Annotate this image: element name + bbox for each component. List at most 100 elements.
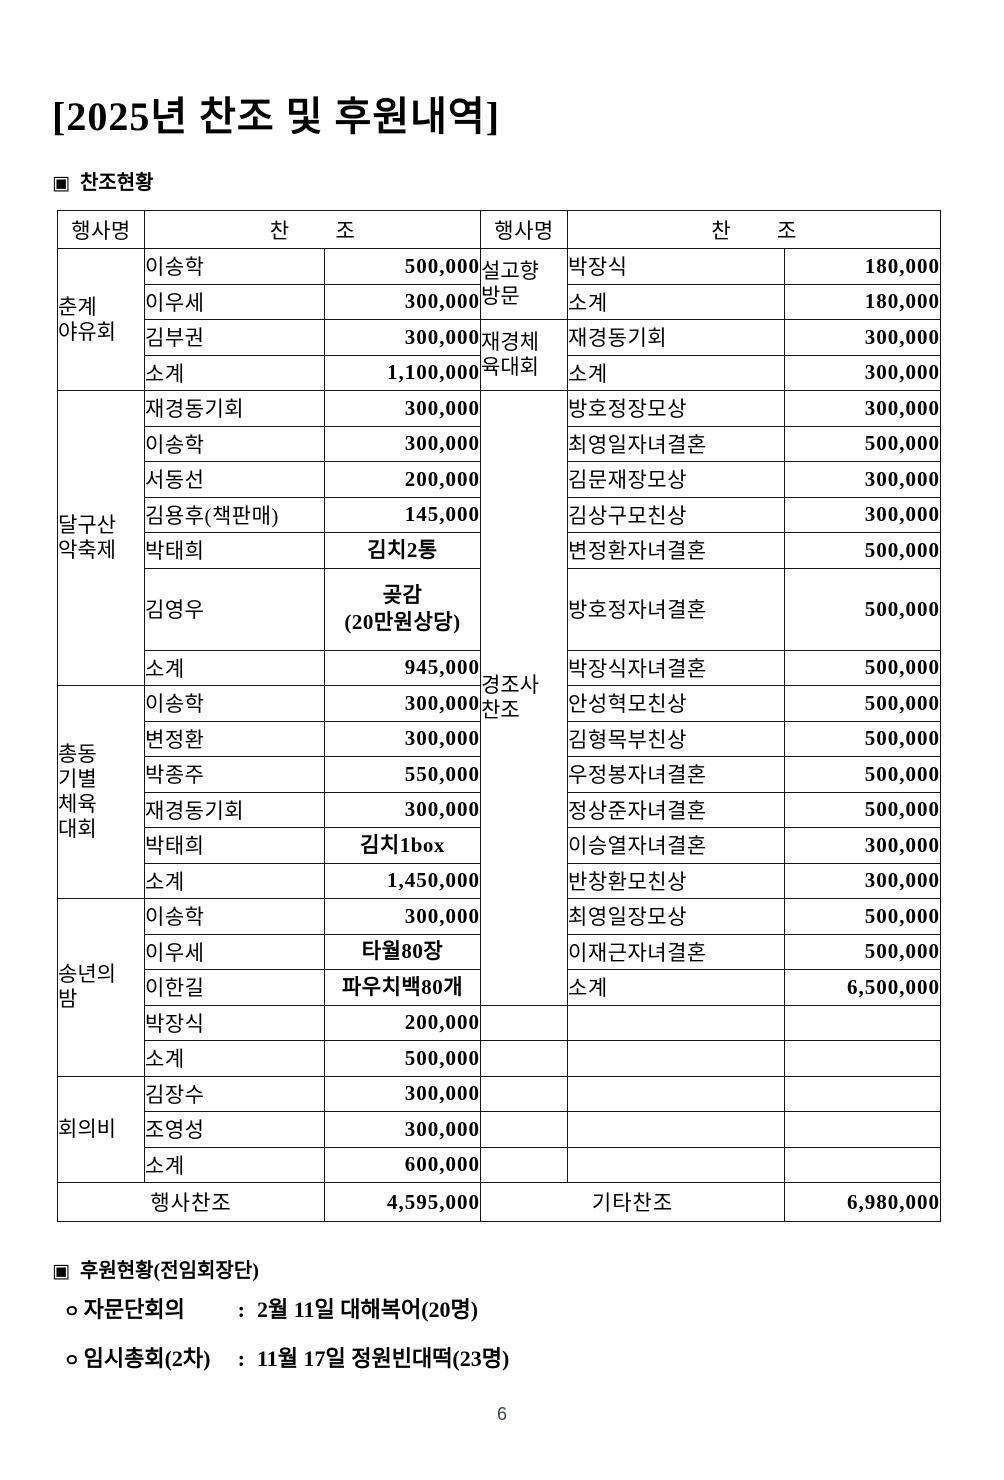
support-line-advisory: ㅇ 자문단회의 : 2월 11일 대해복어(20명) (64, 1292, 509, 1324)
sponsor-name-cell (567, 1040, 786, 1077)
sponsor-value-cell: 300,000 (323, 1111, 482, 1148)
sponsor-value-cell (784, 1146, 942, 1183)
table-row: 서동선 200,000 김문재장모상 300,000 (58, 461, 942, 498)
sponsor-value-cell: 500,000 (784, 720, 942, 757)
sponsor-value-cell: 180,000 (784, 283, 942, 320)
sponsor-name-cell: 우정봉자녀결혼 (567, 756, 786, 793)
support-line-detail: 11월 17일 정원빈대떡(23명) (256, 1346, 510, 1371)
table-row: 김영우 곶감 (20만원상당) 방호정자녀결혼 500,000 (58, 567, 942, 651)
square-bullet-icon: ▣ (52, 1261, 70, 1282)
sponsor-name-cell: 이우세 (144, 933, 325, 970)
support-line-colon: : (237, 1346, 245, 1371)
sponsor-name-cell (567, 1075, 786, 1112)
table-row: 김용후(책판매) 145,000 김상구모친상 300,000 (58, 496, 942, 533)
sponsor-name-cell (567, 1111, 786, 1148)
sponsor-section-title: 찬조현황 (79, 172, 154, 194)
sponsor-name-cell: 이우세 (144, 283, 325, 320)
circle-bullet-icon: ㅇ (64, 1351, 80, 1370)
sponsor-name-cell (567, 1146, 786, 1183)
sponsor-name-cell: 방호정장모상 (567, 390, 786, 427)
sponsor-name-cell: 소계 (144, 1146, 325, 1183)
sponsor-value-cell: 500,000 (784, 756, 942, 793)
sponsor-name-cell: 김문재장모상 (567, 461, 786, 498)
page-number: 6 (496, 1404, 507, 1424)
column-header-sponsor-left: 찬 조 (143, 210, 482, 249)
event-total-label: 행사찬조 (57, 1182, 325, 1222)
sponsor-value-cell: 타월80장 (323, 933, 482, 970)
sponsor-name-cell: 소계 (144, 649, 325, 686)
sponsor-name-cell: 이송학 (144, 425, 325, 462)
sponsor-name-cell: 반창환모친상 (567, 862, 786, 899)
sponsor-value-cell: 6,500,000 (784, 969, 942, 1006)
sponsor-name-cell: 재경동기회 (144, 791, 325, 828)
table-row: 이송학 300,000 최영일자녀결혼 500,000 (58, 425, 942, 462)
sponsor-value-cell: 300,000 (323, 390, 482, 427)
table-row: 소계 945,000 박장식자녀결혼 500,000 (58, 649, 942, 686)
sponsor-value-cell: 200,000 (323, 461, 482, 498)
table-row: 춘계 야유회 이송학 500,000 설고향 방문 박장식 180,000 (57, 248, 942, 391)
column-header-event-right: 행사명 (480, 210, 569, 249)
sponsor-name-cell: 방호정자녀결혼 (567, 567, 786, 651)
sponsor-value-cell: 300,000 (323, 720, 482, 757)
support-line-colon: : (237, 1297, 245, 1322)
sponsor-value-cell: 200,000 (323, 1004, 482, 1041)
sponsor-value-cell: 500,000 (784, 425, 942, 462)
table-row: 박태희 김치2통 변정환자녀결혼 500,000 (58, 532, 942, 569)
support-section-title: 후원현황(전임회장단) (79, 1260, 259, 1282)
sponsor-value-cell: 500,000 (784, 649, 942, 686)
sponsor-value-cell: 300,000 (784, 461, 942, 498)
sponsor-value-cell (784, 1004, 942, 1041)
support-line-detail: 2월 11일 대해복어(20명) (256, 1297, 479, 1322)
support-section-heading: ▣ 후원현황(전임회장단) (52, 1254, 259, 1283)
page-title: [2025년 찬조 및 후원내역] (52, 94, 501, 139)
table-row: 이한길 파우치백80개 소계 6,500,000 (58, 969, 942, 1006)
sponsor-value-cell: 파우치백80개 (323, 969, 482, 1006)
sponsor-value-cell: 300,000 (784, 319, 942, 356)
sponsor-name-cell: 정상준자녀결혼 (567, 791, 786, 828)
table-row: 총동 기별 체육 대회 이송학 300,000 안성혁모친상 500,000 (57, 685, 942, 899)
event-total-amount: 4,595,000 (323, 1182, 482, 1222)
table-row: 변정환 300,000 김형목부친상 500,000 (58, 720, 942, 757)
sponsor-value-cell: 300,000 (323, 283, 482, 320)
table-row: 조영성 300,000 (58, 1111, 942, 1148)
event-group-label: 설고향 방문 (480, 248, 569, 320)
sponsor-name-cell: 김형목부친상 (567, 720, 786, 757)
table-row: 달구산 악축제 재경동기회 300,000 경조사 찬조 방호정장모상 300,000 (57, 390, 942, 1006)
sponsor-value-cell: 500,000 (784, 933, 942, 970)
event-group-label: 달구산 악축제 (57, 390, 145, 686)
sponsor-name-cell: 박종주 (144, 756, 325, 793)
sponsor-name-cell: 이재근자녀결혼 (567, 933, 786, 970)
event-group-label: 회의비 (57, 1075, 145, 1183)
sponsor-name-cell: 이한길 (144, 969, 325, 1006)
sponsor-value-cell: 600,000 (323, 1146, 482, 1183)
sponsor-value-cell (784, 1075, 942, 1112)
table-row: 이우세 타월80장 이재근자녀결혼 500,000 (58, 933, 942, 970)
sponsor-value-cell: 300,000 (784, 496, 942, 533)
table-row: 박장식 200,000 (58, 1004, 942, 1041)
support-line-label: 임시총회(2차) (83, 1346, 211, 1371)
event-group-label: 총동 기별 체육 대회 (57, 685, 145, 899)
sponsor-value-cell: 500,000 (784, 791, 942, 828)
sponsor-name-cell: 소계 (567, 969, 786, 1006)
table-row: 재경동기회 300,000 정상준자녀결혼 500,000 (58, 791, 942, 828)
column-header-sponsor-right: 찬 조 (567, 210, 942, 249)
sponsor-value-cell: 300,000 (323, 1075, 482, 1112)
other-total-label: 기타찬조 (480, 1182, 786, 1222)
event-group-label (480, 1004, 569, 1041)
sponsor-value-cell: 300,000 (784, 390, 942, 427)
sponsor-value-cell: 1,450,000 (323, 862, 482, 899)
support-line-general-meeting: ㅇ 임시총회(2차) : 11월 17일 정원빈대떡(23명) (64, 1341, 509, 1373)
sponsor-name-cell: 소계 (144, 862, 325, 899)
sponsor-value-cell: 500,000 (323, 1040, 482, 1077)
sponsor-name-cell: 재경동기회 (144, 390, 325, 427)
sponsor-value-cell: 500,000 (784, 685, 942, 722)
sponsorship-table: 행사명 찬 조 행사명 찬 조 춘계 야유회 이송학 500,000 설고향 방문 박장… (57, 210, 942, 1222)
sponsor-value-cell (784, 1111, 942, 1148)
sponsor-name-cell: 박장식자녀결혼 (567, 649, 786, 686)
table-row: 소계 600,000 (58, 1146, 942, 1183)
event-group-label: 춘계 야유회 (57, 248, 145, 391)
square-bullet-icon: ▣ (52, 173, 70, 194)
sponsor-name-cell: 박태희 (144, 827, 325, 864)
circle-bullet-icon: ㅇ (64, 1302, 80, 1321)
sponsor-value-cell (784, 1040, 942, 1077)
